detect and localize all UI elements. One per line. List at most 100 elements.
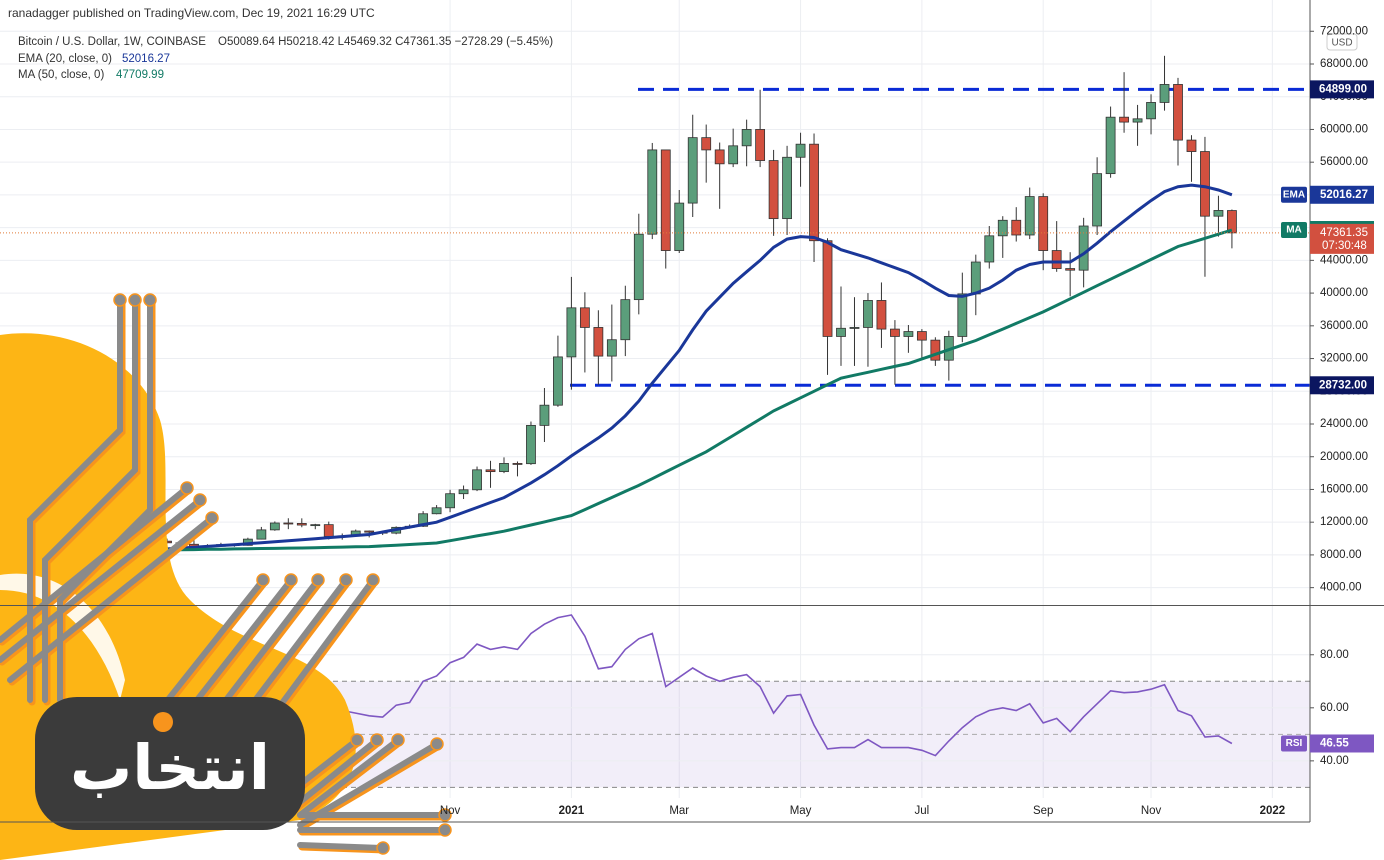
bitcoin-icon <box>153 712 173 732</box>
candle-body <box>768 160 779 220</box>
overlay: ranadagger published on TradingView.com,… <box>0 0 1384 823</box>
y-tick-label: 60.00 <box>1320 702 1349 714</box>
candle-body <box>1186 139 1197 152</box>
price-tag: 52016.27 <box>1320 189 1368 201</box>
candle-body <box>539 404 550 426</box>
ema-legend-value: 52016.27 <box>122 53 170 65</box>
candle-body <box>579 307 590 328</box>
candle-body <box>822 240 833 337</box>
level-tag: 28732.00 <box>1319 379 1367 391</box>
candle-body <box>890 328 900 337</box>
candle-body <box>1051 250 1062 269</box>
countdown: 07:30:48 <box>1322 240 1367 252</box>
candle-body <box>1227 210 1237 234</box>
candle-body <box>606 339 617 357</box>
candle-body <box>1011 219 1022 236</box>
candle-body <box>997 219 1008 237</box>
candle-body <box>499 463 509 473</box>
rsi-line <box>328 614 1233 757</box>
candle-body <box>364 530 375 533</box>
candle-body <box>1024 196 1035 236</box>
candle-body <box>674 202 685 251</box>
x-tick-label: Mar <box>669 805 689 817</box>
y-tick-label: 24000.00 <box>1320 418 1368 430</box>
x-tick-label: Sep <box>1033 805 1053 817</box>
candle-body <box>323 524 334 537</box>
candle-body <box>930 339 941 361</box>
candle-body <box>1146 102 1156 120</box>
candle-body <box>1159 84 1170 103</box>
x-tick-label: Jul <box>915 805 930 817</box>
price-tag-box <box>1310 185 1374 204</box>
x-tick-label: May <box>790 805 812 817</box>
ma-line <box>166 183 1233 551</box>
publisher: ranadagger published on TradingView.com,… <box>8 6 375 20</box>
y-tick-label: 60000.00 <box>1320 123 1368 135</box>
candle-body <box>916 331 927 341</box>
currency: USD <box>1331 38 1352 49</box>
candle-body <box>728 145 739 165</box>
price-tag: 46.55 <box>1320 738 1349 750</box>
candle-body <box>593 327 604 357</box>
candle-body <box>1038 196 1049 251</box>
y-tick-label: 40000.00 <box>1320 287 1368 299</box>
candle-body <box>1105 116 1116 175</box>
candle-body <box>1078 225 1089 271</box>
candle-body <box>296 523 307 526</box>
symbol: Bitcoin / U.S. Dollar, 1W, COINBASE <box>18 36 206 48</box>
ema-legend: EMA (20, close, 0) <box>18 53 112 65</box>
candle-body <box>1173 84 1183 141</box>
candle-body <box>418 513 429 527</box>
x-tick-label: Nov <box>440 805 461 817</box>
y-tick-label: 72000.00 <box>1320 25 1368 37</box>
y-tick-label: 40.00 <box>1320 755 1349 767</box>
y-tick-label: 12000.00 <box>1320 516 1368 528</box>
candle-body <box>903 331 914 337</box>
candle-body <box>445 493 455 509</box>
y-tick-label: 80.00 <box>1320 649 1349 661</box>
candle-body <box>714 149 725 165</box>
candle-body <box>970 261 981 295</box>
last-price-box <box>1310 223 1374 254</box>
tag-label-box <box>1281 222 1307 239</box>
currency-box <box>1326 33 1358 51</box>
candle-body <box>957 293 968 337</box>
candle-body <box>741 129 752 147</box>
ma-legend: MA (50, close, 0) <box>18 69 104 81</box>
candle-body <box>485 469 496 473</box>
candle-body <box>836 327 846 337</box>
y-tick-label: 4000.00 <box>1320 582 1362 594</box>
circuit-lines <box>0 297 448 851</box>
candle-body <box>269 522 280 531</box>
circuit-dots <box>113 293 452 855</box>
candle-body <box>755 129 766 161</box>
candle-body <box>849 327 860 329</box>
candle-body <box>984 235 995 263</box>
x-tick-label: Nov <box>1141 805 1162 817</box>
candle-body <box>687 137 698 204</box>
candle-body <box>256 529 267 540</box>
y-tick-label: 44000.00 <box>1320 254 1368 266</box>
candle-body <box>863 300 873 328</box>
candle-body <box>553 356 563 406</box>
candle-body <box>647 149 658 235</box>
candle-body <box>876 300 887 330</box>
candle-body <box>1132 118 1143 123</box>
y-tick-label: 20000.00 <box>1320 451 1368 463</box>
tag-label: MA <box>1286 225 1302 236</box>
level-tag: 64899.00 <box>1319 83 1367 95</box>
candle-body <box>431 507 442 515</box>
last-price: 47361.35 <box>1320 227 1368 239</box>
candle-body <box>526 424 536 465</box>
candle-body <box>1119 116 1129 123</box>
candle-body <box>566 307 577 358</box>
candle-body <box>283 522 294 525</box>
candle-body <box>472 469 482 491</box>
candle-body <box>1065 268 1076 271</box>
candle-body <box>782 156 792 220</box>
candle-body <box>1092 173 1103 227</box>
candle-body <box>458 489 469 495</box>
logo: انتخاب <box>0 293 452 860</box>
ma-line <box>166 228 1233 552</box>
